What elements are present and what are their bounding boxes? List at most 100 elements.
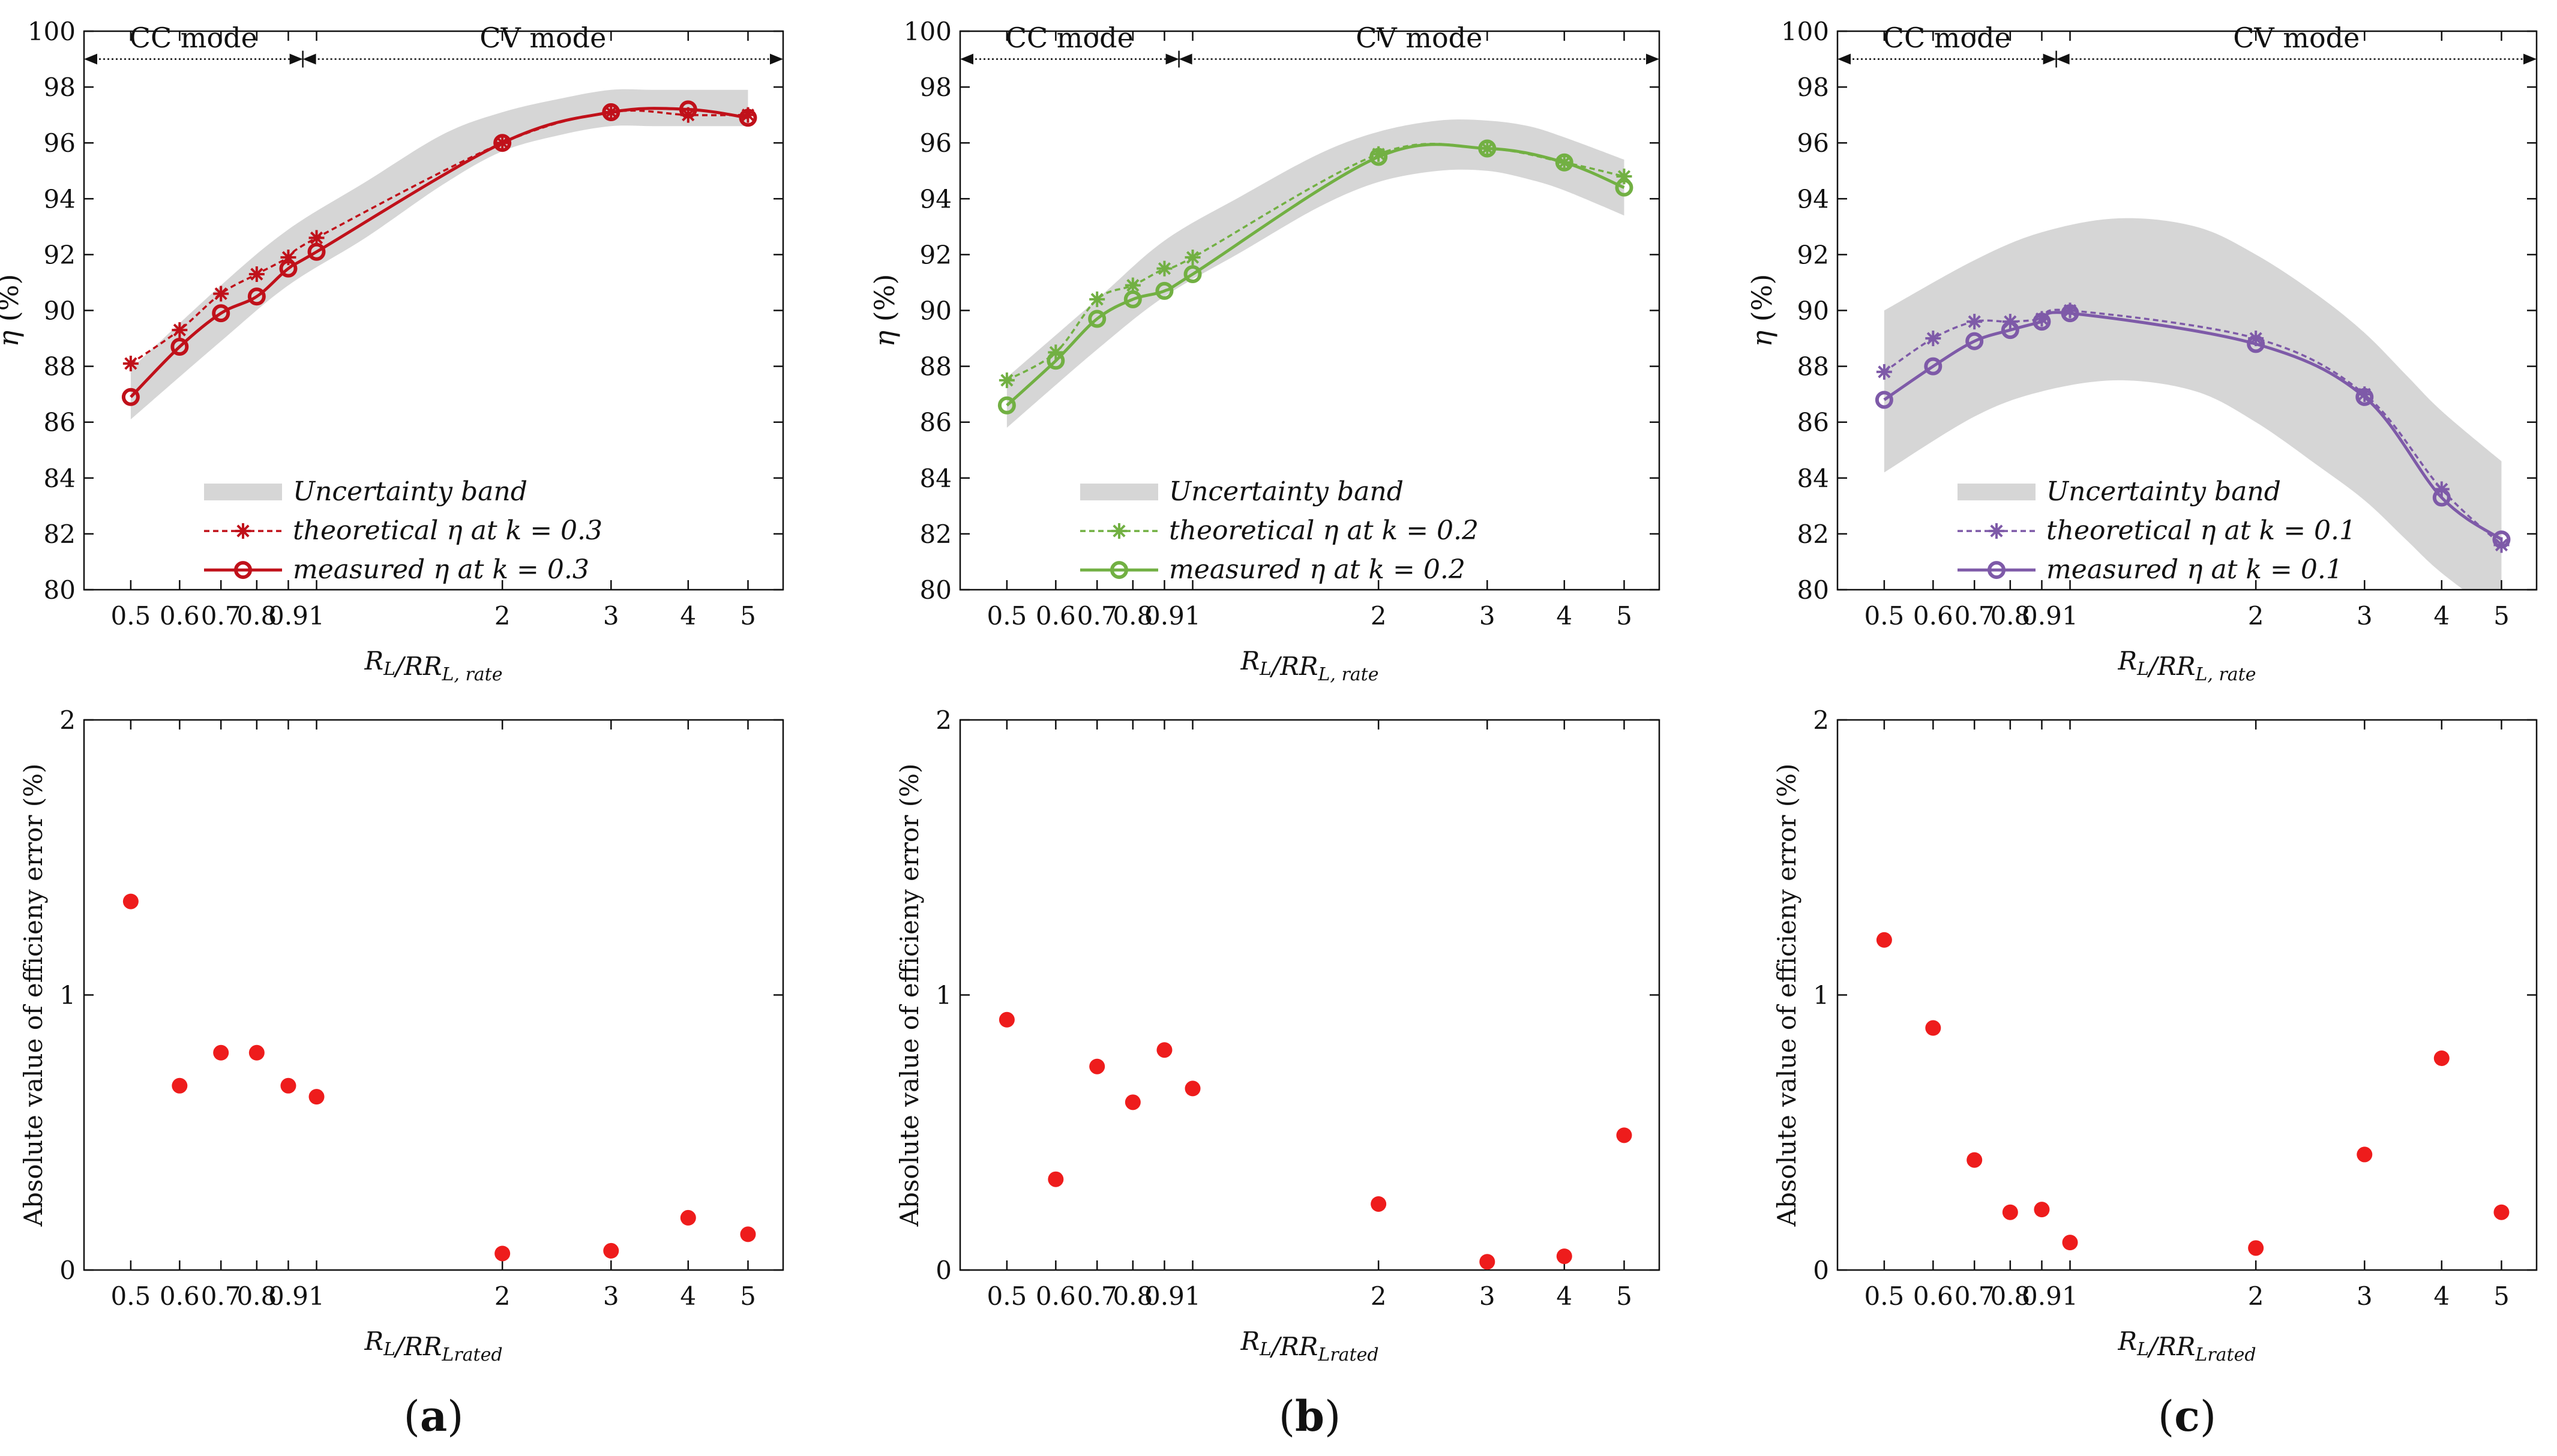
x-tick-label: 0.5 bbox=[110, 601, 151, 631]
asterisk-stroke bbox=[1126, 278, 1140, 292]
y-tick-label: 90 bbox=[44, 296, 76, 326]
error-point bbox=[999, 1011, 1015, 1028]
measured-point bbox=[1369, 148, 1388, 166]
error-point bbox=[172, 1077, 188, 1094]
plot-frame bbox=[959, 719, 1660, 1271]
x-tick-label: 0.9 bbox=[1144, 601, 1185, 631]
error-point bbox=[1125, 1094, 1141, 1110]
y-axis-label: Absolute value of efficieny error (%) bbox=[19, 764, 48, 1227]
x-tick-label: 0.5 bbox=[987, 601, 1027, 631]
region-arrow-head bbox=[302, 53, 316, 65]
x-tick-label: 0.8 bbox=[1113, 601, 1153, 631]
asterisk-stroke bbox=[310, 231, 323, 245]
x-axis-label: RL/RRL, rate bbox=[2118, 646, 2256, 685]
error-point bbox=[1925, 1020, 1941, 1036]
measured-point bbox=[247, 287, 266, 306]
y-tick-label: 92 bbox=[920, 240, 952, 269]
error-point bbox=[2433, 1050, 2450, 1066]
y-axis-symbol: η bbox=[868, 330, 901, 347]
error-point bbox=[603, 1242, 619, 1259]
y-tick-label: 94 bbox=[920, 184, 952, 214]
y-tick-label: 1 bbox=[59, 981, 76, 1010]
region-arrow-head bbox=[1165, 53, 1179, 65]
panel-label-part: c bbox=[2174, 1391, 2200, 1441]
y-tick-label: 98 bbox=[1797, 73, 1829, 102]
y-tick-label: 84 bbox=[1797, 464, 1829, 493]
x-tick-label: 0.7 bbox=[201, 601, 241, 631]
legend-label-measured: measured η at k = 0.1 bbox=[2046, 554, 2343, 585]
measured-point bbox=[1123, 290, 1142, 308]
y-tick-label: 96 bbox=[920, 128, 952, 158]
y-tick-label: 80 bbox=[920, 575, 952, 605]
x-tick-label: 4 bbox=[1556, 1281, 1572, 1311]
y-tick-label: 94 bbox=[44, 184, 76, 214]
error-point bbox=[740, 1226, 756, 1242]
y-tick-label: 86 bbox=[1797, 408, 1829, 437]
legend-band-swatch bbox=[204, 484, 282, 501]
x-tick-label: 3 bbox=[2357, 1281, 2373, 1311]
x-tick-label: 0.5 bbox=[1864, 601, 1904, 631]
panel-label-b: (b) bbox=[1279, 1391, 1341, 1441]
asterisk-stroke bbox=[214, 287, 227, 301]
y-tick-label: 86 bbox=[44, 408, 76, 437]
legend-measured-marker bbox=[1988, 561, 2006, 580]
x-axis-label-part: /R bbox=[393, 652, 423, 681]
measured-point bbox=[602, 103, 620, 121]
error-point bbox=[1479, 1254, 1495, 1270]
y-tick-label: 88 bbox=[1797, 352, 1829, 382]
x-axis-label-subscript: L bbox=[1259, 1339, 1272, 1360]
y-tick-label: 92 bbox=[1797, 240, 1829, 269]
x-axis-label-part: R bbox=[2118, 646, 2138, 676]
x-tick-label: 5 bbox=[740, 601, 756, 631]
error-point bbox=[2062, 1235, 2078, 1251]
x-axis-label: RL/RRLrated bbox=[2117, 1326, 2256, 1365]
error-point bbox=[494, 1245, 511, 1262]
error-point bbox=[2248, 1240, 2264, 1256]
x-tick-label: 0.7 bbox=[1077, 601, 1117, 631]
x-tick-label: 0.7 bbox=[1955, 601, 1995, 631]
measured-point bbox=[279, 259, 298, 278]
x-tick-label: 0.8 bbox=[1990, 1281, 2030, 1311]
x-axis-label-part: R bbox=[364, 646, 384, 676]
x-tick-label: 2 bbox=[494, 601, 511, 631]
x-axis-label-part: /R bbox=[393, 1332, 423, 1361]
x-tick-label: 5 bbox=[2493, 601, 2510, 631]
x-tick-label: 0.8 bbox=[236, 601, 277, 631]
region-arrow-head bbox=[1646, 53, 1659, 65]
asterisk-stroke bbox=[236, 524, 250, 538]
legend-label-band: Uncertainty band bbox=[293, 476, 527, 507]
x-axis-label-part: R bbox=[364, 1326, 383, 1356]
legend-measured-marker bbox=[234, 561, 252, 580]
error-point bbox=[2493, 1204, 2510, 1220]
panel-label-part: ( bbox=[404, 1392, 420, 1441]
region-arrow-head bbox=[1837, 53, 1851, 65]
x-axis-label-subscript: Lrated bbox=[1317, 1344, 1378, 1365]
y-axis-symbol: η bbox=[0, 330, 25, 347]
x-tick-label: 0.6 bbox=[1913, 601, 1953, 631]
y-tick-label: 86 bbox=[920, 408, 952, 437]
x-tick-label: 4 bbox=[2433, 1281, 2450, 1311]
legend-measured-marker bbox=[1110, 561, 1128, 580]
top-panel-a: 80 82 84 86 88 90 92 94 96 98 100 0.5 0.6 0.70.80.9 1 2… bbox=[0, 17, 784, 685]
legend-band-swatch bbox=[1958, 484, 2036, 501]
measured-point bbox=[121, 388, 140, 406]
y-tick-label: 2 bbox=[59, 706, 76, 735]
x-axis-label-part: R bbox=[1240, 1326, 1260, 1356]
x-axis-label-part: R bbox=[1240, 646, 1260, 676]
x-tick-label: 1 bbox=[1185, 1281, 1201, 1311]
x-tick-label: 0.8 bbox=[1990, 601, 2030, 631]
region-label-cv: CV mode bbox=[479, 22, 606, 54]
measured-point bbox=[739, 109, 757, 127]
y-tick-label: 94 bbox=[1797, 184, 1829, 214]
asterisk-stroke bbox=[173, 323, 186, 337]
y-tick-label: 1 bbox=[1813, 981, 1829, 1010]
uncertainty-band bbox=[130, 89, 748, 420]
x-tick-label: 3 bbox=[2357, 601, 2373, 631]
y-axis-label: η (%) bbox=[0, 274, 25, 347]
y-axis-unit: (%) bbox=[868, 274, 901, 331]
x-tick-label: 2 bbox=[2248, 1281, 2264, 1311]
y-tick-label: 2 bbox=[1813, 706, 1829, 735]
